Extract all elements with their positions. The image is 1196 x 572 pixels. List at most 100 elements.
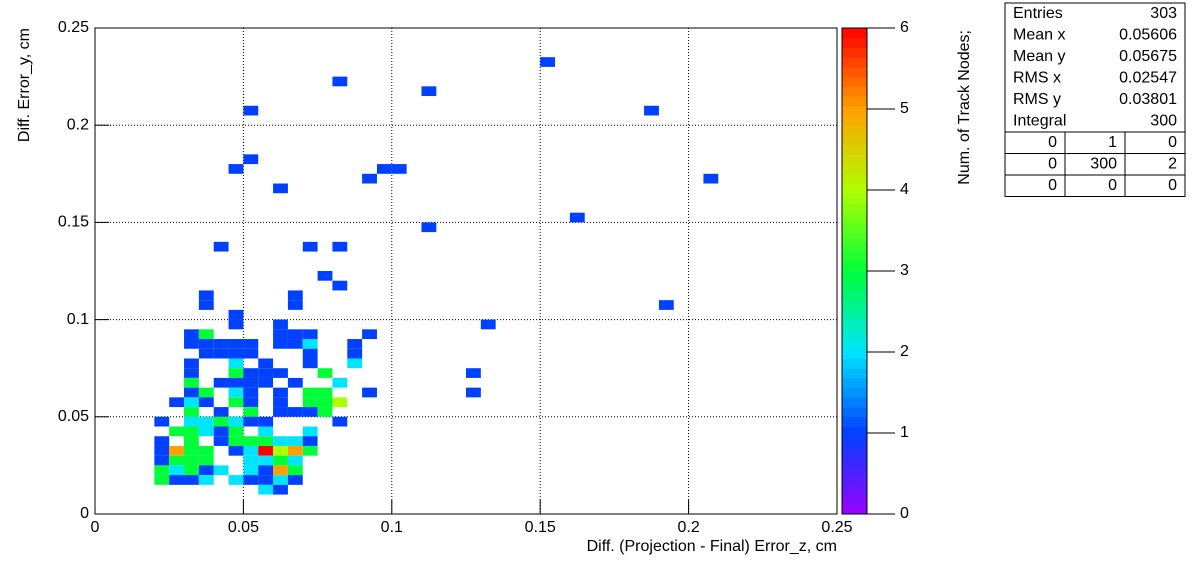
color-bar-band [842,57,867,68]
x-tick-label: 0.2 [677,519,699,536]
color-bar-band [842,144,867,155]
cell [302,397,318,408]
cell [273,407,288,417]
cell [258,358,274,369]
cell [480,319,496,330]
cell [154,455,170,466]
color-bar-band [842,232,867,243]
y-tick-label: 0 [80,505,89,522]
stats-cell: 0 [1048,177,1057,194]
cell [184,455,199,466]
plot-border [94,27,838,515]
color-bar-band [842,455,867,466]
cell [258,445,274,456]
cell [169,465,185,476]
stats-label: Mean y [1013,48,1065,65]
x-tick-label: 0.25 [821,519,852,536]
cell [317,407,333,417]
cell [228,445,244,456]
cell [466,368,481,378]
cell [273,445,288,456]
cell [287,339,303,349]
stats-value: 303 [1150,5,1177,22]
color-bar-band [842,241,867,253]
cell [302,241,318,252]
cell [287,465,303,476]
color-bar-band [842,212,867,223]
cell [317,387,333,398]
cell [198,475,214,485]
plot-frame [95,28,837,514]
cell [213,426,229,437]
cell [228,377,244,388]
y-tick-label: 0.05 [58,408,89,425]
color-bar-band [842,377,867,389]
color-bar-band [842,28,867,39]
cell [347,339,363,349]
cell [287,475,303,485]
cell [317,271,333,281]
cell [362,387,377,398]
cell [184,445,199,456]
stats-value: 300 [1150,112,1177,129]
z-tick-label: 1 [900,424,909,441]
color-bar-band [842,358,867,369]
cell [644,105,659,116]
stats-value: 0.05675 [1119,48,1177,65]
stats-cell: 2 [1168,155,1177,172]
color-bar-band [842,105,867,116]
z-axis-label: Num. of Track Nodes; [956,30,973,185]
cell [198,339,214,349]
cell [228,397,244,408]
color-bar-band [842,125,867,136]
cell [258,465,274,476]
cell [302,436,318,446]
cell [169,445,185,456]
cell [302,426,318,437]
stats-label: RMS y [1013,91,1061,108]
cell [184,397,199,408]
x-tick-label: 0.15 [525,519,556,536]
cell [154,436,170,446]
cell [198,348,214,359]
z-tick-label: 4 [900,181,909,198]
cell [228,358,244,369]
cell [198,455,214,466]
stats-label: RMS x [1013,69,1061,86]
cell [287,455,303,466]
y-tick-label: 0.25 [58,19,89,36]
y-tick-label: 0.1 [67,311,89,328]
color-bar-band [842,445,867,457]
color-bar-band [842,164,867,175]
cell [154,475,170,485]
cell [273,484,288,495]
z-tick-label: 2 [900,343,909,360]
cell [243,377,259,388]
stats-value: 0.02547 [1119,69,1177,86]
cell [228,368,244,378]
cell [273,436,288,446]
color-bar-band [842,154,867,165]
stats-cell: 300 [1090,155,1117,172]
cell [258,377,274,388]
color-bar-band [842,426,867,437]
cell [273,319,288,330]
cell [198,387,214,398]
cell [362,173,377,184]
color-bar-band [842,76,867,87]
color-bar-band [842,271,867,282]
cell [243,387,259,398]
color-bar-band [842,251,867,262]
stats-cell: 0 [1108,177,1117,194]
cell [332,76,348,87]
x-tick-label: 0 [91,519,100,536]
y-tick-label: 0.2 [67,116,89,133]
color-bar-band [842,348,867,359]
stats-cell: 0 [1048,155,1057,172]
stats-box [1004,2,1186,197]
color-bar-band [842,484,867,496]
cell [332,280,348,291]
cell [362,329,377,340]
cell [228,416,244,427]
